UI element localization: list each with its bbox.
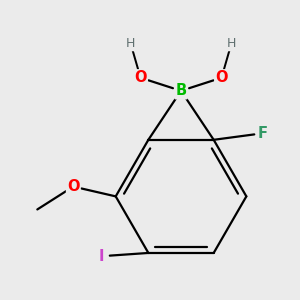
Text: B: B [176,83,187,98]
Text: F: F [258,126,268,141]
Text: H: H [226,37,236,50]
Text: O: O [215,70,228,85]
Text: O: O [67,179,80,194]
Text: I: I [99,249,104,264]
Text: H: H [126,37,135,50]
Text: O: O [134,70,147,85]
